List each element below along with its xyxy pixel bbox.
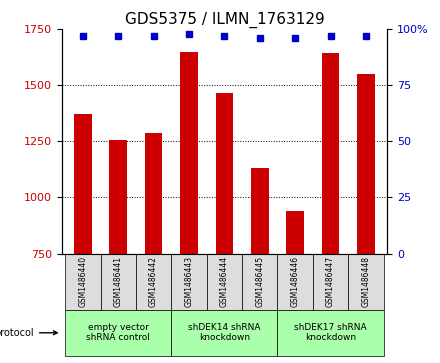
Text: GSM1486441: GSM1486441 <box>114 256 123 307</box>
FancyBboxPatch shape <box>207 254 242 310</box>
Text: GSM1486443: GSM1486443 <box>184 256 194 307</box>
Bar <box>357 74 375 254</box>
FancyBboxPatch shape <box>171 310 278 356</box>
Text: GSM1486442: GSM1486442 <box>149 256 158 307</box>
Text: GSM1486440: GSM1486440 <box>78 256 87 307</box>
Bar <box>74 114 92 254</box>
FancyBboxPatch shape <box>278 254 313 310</box>
Bar <box>322 53 339 254</box>
Text: GSM1486444: GSM1486444 <box>220 256 229 307</box>
Text: shDEK17 shRNA
knockdown: shDEK17 shRNA knockdown <box>294 323 367 342</box>
FancyBboxPatch shape <box>136 254 171 310</box>
Bar <box>251 168 269 254</box>
FancyBboxPatch shape <box>348 254 384 310</box>
Text: protocol: protocol <box>0 328 57 338</box>
FancyBboxPatch shape <box>171 254 207 310</box>
FancyBboxPatch shape <box>278 310 384 356</box>
Text: GSM1486447: GSM1486447 <box>326 256 335 307</box>
Bar <box>145 134 162 254</box>
Title: GDS5375 / ILMN_1763129: GDS5375 / ILMN_1763129 <box>125 12 324 28</box>
Bar <box>216 93 233 254</box>
FancyBboxPatch shape <box>65 310 171 356</box>
FancyBboxPatch shape <box>242 254 278 310</box>
Text: GSM1486445: GSM1486445 <box>255 256 264 307</box>
Bar <box>180 52 198 254</box>
Bar <box>110 140 127 254</box>
Text: empty vector
shRNA control: empty vector shRNA control <box>86 323 150 342</box>
FancyBboxPatch shape <box>65 254 100 310</box>
FancyBboxPatch shape <box>100 254 136 310</box>
FancyBboxPatch shape <box>313 254 348 310</box>
Text: GSM1486446: GSM1486446 <box>291 256 300 307</box>
Text: shDEK14 shRNA
knockdown: shDEK14 shRNA knockdown <box>188 323 260 342</box>
Bar <box>286 211 304 254</box>
Text: GSM1486448: GSM1486448 <box>362 256 370 307</box>
